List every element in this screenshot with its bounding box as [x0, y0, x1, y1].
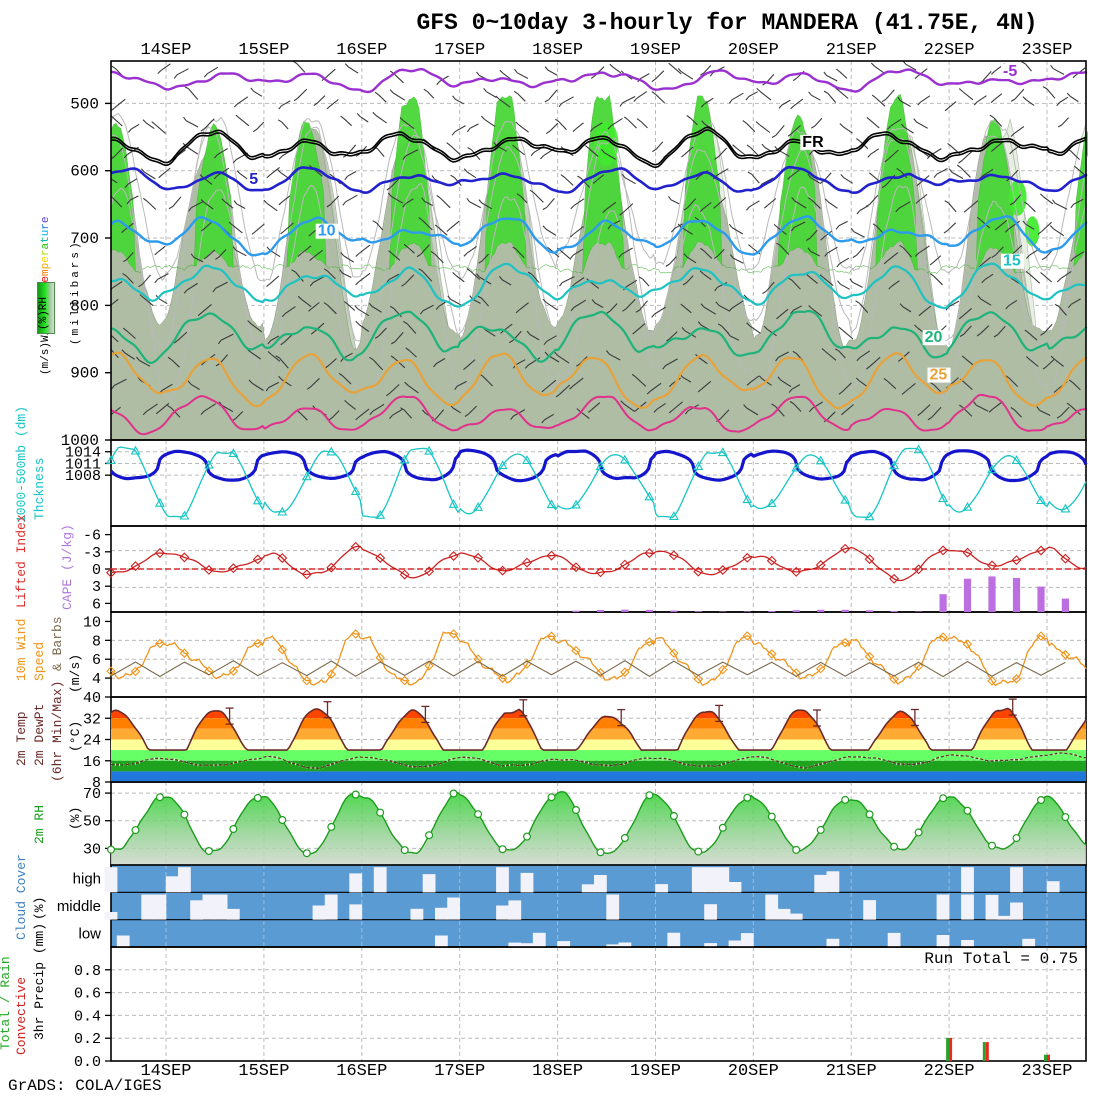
svg-text:3: 3 — [92, 579, 101, 596]
svg-text:15SEP: 15SEP — [238, 41, 289, 60]
svg-text:10: 10 — [83, 614, 101, 631]
svg-text:40: 40 — [83, 690, 101, 707]
svg-text:21SEP: 21SEP — [826, 41, 877, 60]
svg-text:4: 4 — [92, 671, 101, 688]
svg-text:low: low — [78, 925, 101, 942]
svg-text:25: 25 — [930, 367, 948, 384]
svg-text:0.4: 0.4 — [74, 1008, 101, 1025]
svg-text:0: 0 — [92, 562, 101, 579]
svg-text:20SEP: 20SEP — [728, 41, 779, 60]
svg-text:22SEP: 22SEP — [924, 1062, 975, 1081]
svg-text:20: 20 — [925, 329, 943, 346]
svg-text:30: 30 — [83, 841, 101, 858]
svg-text:0.8: 0.8 — [74, 963, 101, 980]
svg-text:middle: middle — [57, 898, 101, 915]
svg-text:FR: FR — [802, 134, 824, 151]
svg-text:14SEP: 14SEP — [140, 41, 191, 60]
svg-text:500: 500 — [70, 95, 99, 113]
svg-text:18SEP: 18SEP — [532, 41, 583, 60]
svg-text:0.6: 0.6 — [74, 986, 101, 1003]
svg-text:GFS 0~10day 3-hourly for MANDE: GFS 0~10day 3-hourly for MANDERA (41.75E… — [416, 10, 1037, 36]
svg-text:600: 600 — [70, 163, 99, 181]
svg-text:-3: -3 — [83, 545, 101, 562]
svg-text:23SEP: 23SEP — [1021, 1062, 1072, 1081]
svg-text:17SEP: 17SEP — [434, 41, 485, 60]
svg-text:0.2: 0.2 — [74, 1031, 101, 1048]
svg-text:19SEP: 19SEP — [630, 41, 681, 60]
svg-text:70: 70 — [83, 786, 101, 803]
svg-text:0.0: 0.0 — [74, 1054, 101, 1071]
svg-text:Run Total = 0.75: Run Total = 0.75 — [924, 950, 1078, 968]
svg-text:16SEP: 16SEP — [336, 1062, 387, 1081]
svg-text:-6: -6 — [83, 528, 101, 545]
svg-text:GrADS: COLA/IGES: GrADS: COLA/IGES — [8, 1077, 162, 1095]
svg-text:23SEP: 23SEP — [1021, 41, 1072, 60]
svg-text:high: high — [73, 871, 101, 888]
svg-text:18SEP: 18SEP — [532, 1062, 583, 1081]
svg-text:-5: -5 — [1003, 63, 1017, 80]
svg-text:17SEP: 17SEP — [434, 1062, 485, 1081]
svg-text:50: 50 — [83, 814, 101, 831]
svg-text:900: 900 — [70, 365, 99, 383]
svg-text:22SEP: 22SEP — [924, 41, 975, 60]
svg-text:20SEP: 20SEP — [728, 1062, 779, 1081]
svg-text:5: 5 — [249, 171, 258, 188]
svg-text:6: 6 — [92, 596, 101, 613]
svg-text:24: 24 — [83, 733, 101, 750]
svg-text:16SEP: 16SEP — [336, 41, 387, 60]
svg-text:21SEP: 21SEP — [826, 1062, 877, 1081]
svg-text:15: 15 — [1003, 253, 1021, 270]
svg-text:10: 10 — [318, 223, 336, 240]
svg-text:6: 6 — [92, 652, 101, 669]
svg-text:15SEP: 15SEP — [238, 1062, 289, 1081]
svg-text:19SEP: 19SEP — [630, 1062, 681, 1081]
svg-text:1008: 1008 — [65, 468, 101, 485]
svg-text:32: 32 — [83, 711, 101, 728]
svg-text:16: 16 — [83, 754, 101, 771]
svg-text:8: 8 — [92, 633, 101, 650]
